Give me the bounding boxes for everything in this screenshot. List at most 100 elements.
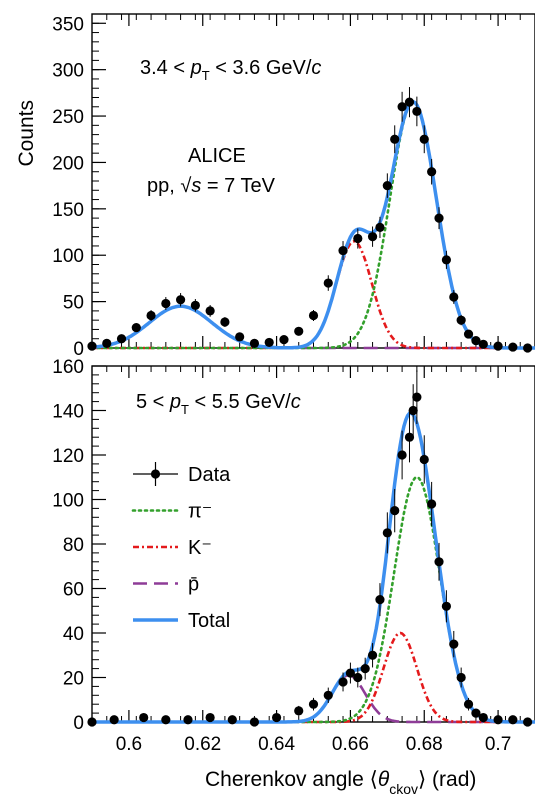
legend-data-marker	[150, 469, 161, 479]
data-point	[235, 332, 245, 342]
y-tick-label: 0	[73, 713, 84, 734]
data-point	[249, 338, 260, 348]
data-point	[271, 712, 282, 723]
data-point	[493, 715, 503, 725]
y-tick-label: 50	[63, 293, 84, 314]
data-point	[463, 329, 474, 339]
data-point	[323, 278, 333, 288]
data-point	[412, 392, 422, 402]
data-point	[338, 677, 348, 687]
data-point	[478, 339, 488, 349]
bottom-curves	[90, 411, 535, 724]
collision-system-label: pp, √s = 7 TeV	[147, 175, 276, 197]
data-point	[102, 338, 112, 348]
x-axis-title: Cherenkov angle ⟨θckov⟩ (rad)	[205, 768, 476, 796]
data-point	[353, 233, 363, 244]
bottom-data-points	[87, 370, 533, 727]
top-pt-range-label: 3.4 < pT < 3.6 GeV/c	[140, 57, 321, 83]
data-point	[523, 343, 533, 353]
data-point	[109, 715, 119, 725]
data-point	[419, 454, 429, 465]
x-tick-label: 0.66	[332, 734, 369, 755]
data-point	[408, 405, 418, 416]
data-point	[116, 334, 127, 344]
bottom-pt-range-label: 5 < pT < 5.5 GeV/c	[136, 391, 301, 417]
data-point	[205, 306, 215, 316]
top-y-axis-title: Counts	[15, 100, 38, 167]
data-point	[131, 322, 141, 333]
legend-label: Total	[188, 610, 230, 632]
top-data-points	[87, 87, 533, 353]
data-point	[382, 181, 392, 191]
legend: Data π⁻ K⁻ p̄ Total	[131, 462, 231, 632]
y-tick-label: 250	[52, 107, 84, 128]
data-point	[471, 335, 481, 346]
x-tick-label: 0.64	[258, 734, 295, 755]
legend-label: π⁻	[188, 501, 212, 523]
data-point	[227, 715, 237, 725]
data-point	[345, 668, 356, 678]
data-point	[176, 295, 186, 305]
legend-label: p̄	[188, 574, 199, 596]
x-tick-label: 0.62	[184, 734, 221, 755]
data-point	[390, 134, 400, 144]
data-point	[375, 222, 385, 232]
data-point	[523, 717, 533, 727]
x-tick-label: 0.7	[485, 734, 511, 755]
data-point	[205, 712, 215, 723]
data-point	[419, 134, 429, 144]
data-point	[183, 715, 193, 725]
y-tick-label: 0	[73, 339, 84, 360]
data-point	[434, 213, 444, 223]
data-point	[463, 699, 474, 709]
bottom-y-ticks: 0 20 40 60 80 100 120 140 160	[52, 357, 106, 734]
y-tick-label: 20	[63, 669, 84, 690]
data-point	[338, 245, 348, 256]
data-point	[360, 664, 370, 674]
data-point	[279, 335, 289, 345]
data-point	[146, 310, 156, 321]
x-tick-label: 0.68	[406, 734, 443, 755]
data-point	[375, 595, 385, 605]
data-point	[390, 506, 400, 516]
top-y-ticks: 0 50 100 150 200 250 300 350	[52, 13, 106, 360]
data-point	[353, 672, 363, 683]
bottom-x-ticks: 0.6 0.62 0.64 0.66 0.68 0.7	[91, 366, 521, 755]
data-point	[139, 712, 149, 723]
experiment-label: ALICE	[188, 145, 246, 167]
data-point	[412, 106, 422, 117]
data-point	[427, 499, 437, 509]
data-point	[397, 102, 407, 112]
data-point	[87, 341, 97, 351]
data-point	[508, 342, 518, 352]
data-point	[308, 699, 319, 709]
data-point	[404, 97, 415, 107]
y-tick-label: 300	[52, 61, 84, 82]
data-point	[508, 715, 518, 725]
bottom-panel-frame	[91, 365, 535, 723]
data-point	[323, 690, 333, 700]
y-tick-label: 150	[52, 200, 84, 221]
x-tick-label: 0.6	[116, 734, 142, 755]
data-point	[87, 717, 97, 727]
data-point	[456, 672, 466, 683]
curve-dotted	[90, 475, 535, 724]
data-point	[294, 326, 304, 336]
data-point	[478, 712, 488, 723]
data-point	[441, 255, 451, 265]
data-point	[161, 298, 171, 309]
y-tick-label: 140	[52, 402, 84, 423]
data-point	[190, 300, 200, 310]
data-point	[308, 310, 319, 321]
data-point	[294, 706, 304, 716]
y-tick-label: 120	[52, 446, 84, 467]
data-point	[441, 601, 451, 611]
data-point	[264, 337, 274, 348]
data-point	[449, 292, 459, 302]
legend-label: Data	[188, 464, 231, 486]
data-point	[367, 232, 378, 242]
legend-label: K⁻	[188, 537, 212, 559]
curve-solid	[92, 411, 535, 724]
